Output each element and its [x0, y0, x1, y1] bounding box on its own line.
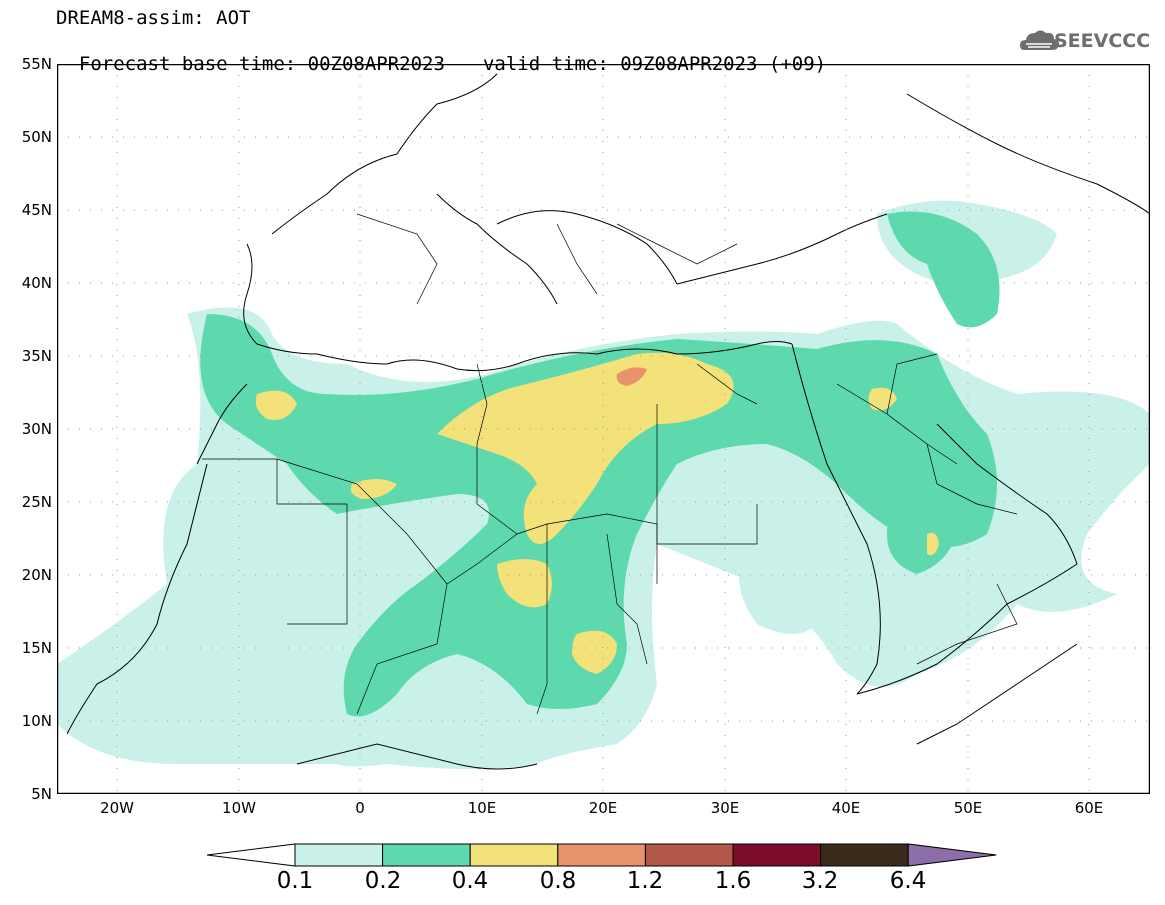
country-borders [202, 213, 1018, 715]
colorbar-level: 6.4 [889, 868, 927, 894]
y-tick-label: 30N [21, 420, 52, 438]
x-tick-label: 20E [588, 799, 618, 817]
y-tick-label: 10N [21, 712, 52, 730]
x-tick-label: 20W [100, 799, 134, 817]
coastlines [66, 73, 1150, 770]
x-tick-label: 0 [355, 799, 365, 817]
colorbar-level: 1.6 [714, 868, 752, 894]
aot-band-0.4-iraq [868, 387, 897, 411]
y-tick-label: 25N [21, 493, 52, 511]
colorbar [206, 843, 997, 867]
aot-band-0.4-arabia [927, 532, 939, 556]
logo-text: SEEVCCC [1054, 30, 1151, 52]
colorbar-swatch [469, 843, 559, 867]
colorbar-swatches [206, 843, 997, 867]
x-tick-label: 10W [222, 799, 256, 817]
colorbar-swatch [644, 843, 734, 867]
colorbar-level: 1.2 [626, 868, 664, 894]
aot-band-0.4 [437, 352, 734, 544]
graticule [57, 64, 1150, 794]
colorbar-level: 0.4 [451, 868, 489, 894]
y-tick-label: 40N [21, 274, 52, 292]
aot-band-0.4-morocco [255, 390, 297, 420]
x-tick-label: 50E [953, 799, 983, 817]
y-tick-label: 20N [21, 566, 52, 584]
y-tick-label: 15N [21, 639, 52, 657]
aot-map [57, 64, 1150, 794]
colorbar-swatch [820, 843, 909, 867]
colorbar-level: 0.1 [276, 868, 314, 894]
aot-band-0.4-south [497, 559, 552, 608]
aot-band-0.2-arabia [887, 504, 957, 574]
colorbar-level: 0.8 [539, 868, 577, 894]
y-tick-label: 5N [31, 785, 52, 803]
x-tick-label: 10E [467, 799, 497, 817]
colorbar-swatch [294, 843, 384, 867]
aot-band-0.4-chad [572, 630, 617, 674]
aot-band-0.2-caucasus [887, 211, 1000, 328]
colorbar-swatch [557, 843, 646, 867]
cloud-icon [1020, 30, 1060, 50]
colorbar-level: 0.2 [364, 868, 402, 894]
aot-band-0.1-arabia [739, 544, 817, 634]
colorbar-level: 3.2 [801, 868, 839, 894]
y-tick-label: 55N [21, 55, 52, 73]
aot-band-0.4-algeria [350, 479, 397, 499]
colorbar-arrow-high [907, 843, 997, 867]
colorbar-arrow-low [206, 843, 296, 867]
chart-title: DREAM8-assim: AOT [56, 7, 251, 29]
aot-shading [57, 200, 1150, 769]
colorbar-swatch [382, 843, 471, 867]
x-tick-label: 30E [710, 799, 740, 817]
y-tick-label: 35N [21, 347, 52, 365]
x-tick-label: 60E [1074, 799, 1104, 817]
x-tick-label: 40E [831, 799, 861, 817]
colorbar-swatch [732, 843, 822, 867]
aot-band-0.8 [616, 367, 647, 386]
map-border [57, 64, 1150, 794]
y-tick-label: 50N [21, 128, 52, 146]
y-tick-label: 45N [21, 201, 52, 219]
